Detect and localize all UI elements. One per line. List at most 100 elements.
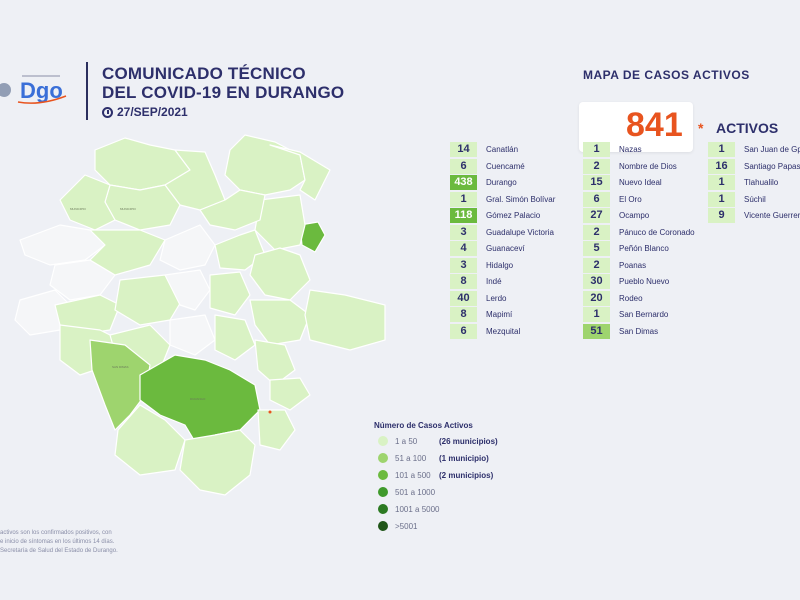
- svg-text:MUNICIPIO: MUNICIPIO: [120, 207, 137, 211]
- municipality-pueblo-nuevo: [114, 404, 186, 476]
- case-count: 30: [583, 274, 610, 289]
- report-date: 27/SEP/2021: [102, 105, 188, 119]
- table-row: 2 Poanas: [583, 257, 647, 273]
- municipality-name: Nazas: [619, 145, 642, 154]
- legend-swatch: [378, 436, 388, 446]
- case-count: 4: [450, 241, 477, 256]
- legend-swatch: [378, 453, 388, 463]
- municipality-penon-blanco: [209, 271, 251, 316]
- municipality-nuevo-ideal: [164, 269, 211, 311]
- legend-swatch: [378, 504, 388, 514]
- footnote-line-1: activos son los confirmados positivos, c…: [0, 530, 112, 536]
- legend-count: (26 municipios): [439, 436, 498, 446]
- table-row: 15 Nuevo Ideal: [583, 175, 662, 190]
- legend-count: (1 municipio): [439, 453, 489, 463]
- table-row: 16 Santiago Papasq: [708, 158, 800, 174]
- municipality-name: Tlahualilo: [744, 178, 779, 187]
- legend-swatch: [378, 487, 388, 497]
- legend-item: 1001 a 5000: [378, 504, 440, 514]
- municipality-poanas: [269, 377, 311, 411]
- title-line-1: COMUNICADO TÉCNICO: [102, 64, 306, 83]
- municipality-gomez-palacio: [299, 221, 326, 253]
- table-row: 1 Gral. Simón Bolívar: [450, 191, 555, 207]
- legend-item: >5001: [378, 521, 435, 531]
- case-count: 1: [708, 191, 735, 207]
- table-row: 9 Vicente Guerrero: [708, 208, 800, 223]
- municipality-name: San Juan de Gpe: [744, 145, 800, 154]
- municipality-guanacevi: [19, 224, 106, 266]
- svg-text:DURANGO: DURANGO: [190, 397, 206, 401]
- municipality-santa-clara: [249, 299, 311, 346]
- case-count: 1: [708, 142, 735, 157]
- municipality-name: Poanas: [619, 260, 647, 270]
- case-count: 1: [450, 191, 477, 207]
- table-row: 27 Ocampo: [583, 208, 649, 223]
- municipality-name: Durango: [486, 178, 517, 187]
- municipality-nombre-de-dios: [257, 409, 296, 451]
- case-count: 3: [450, 224, 477, 240]
- table-row: 51 San Dimas: [583, 323, 658, 339]
- legend-item: 51 a 100 (1 municipio): [378, 453, 489, 463]
- municipality-name: Gómez Palacio: [486, 211, 541, 220]
- legend-range: 1 a 50: [395, 436, 418, 446]
- municipality-name: Mezquital: [486, 326, 521, 336]
- municipality-santiago: [89, 229, 166, 276]
- municipality-inde: [104, 184, 181, 231]
- municipality-name: Hidalgo: [486, 260, 514, 270]
- municipality-mezquital: [179, 429, 256, 496]
- case-count: 40: [450, 290, 477, 306]
- table-row: 1 Nazas: [583, 142, 642, 157]
- durango-map: MUNICIPIO MUNICIPIO DURANGO SAN DIMAS: [14, 134, 386, 496]
- title-line-2: DEL COVID-19 EN DURANGO: [102, 83, 345, 102]
- total-active-cases: 841: [626, 106, 683, 144]
- municipality-name: Rodeo: [619, 293, 643, 303]
- map-title: MAPA DE CASOS ACTIVOS: [583, 68, 750, 82]
- asterisk-icon: *: [698, 120, 704, 136]
- table-row: 438 Durango: [450, 175, 517, 190]
- case-count: 6: [450, 323, 477, 339]
- logo-divider: [86, 62, 88, 120]
- legend-range: 1001 a 5000: [395, 504, 440, 514]
- case-count: 1: [583, 307, 610, 322]
- municipality-name: Lerdo: [486, 293, 507, 303]
- table-row: 40 Lerdo: [450, 290, 507, 306]
- case-count: 1: [708, 175, 735, 190]
- case-count: 2: [583, 257, 610, 273]
- municipality-name: Guanaceví: [486, 244, 525, 253]
- case-count: 8: [450, 274, 477, 289]
- case-count: 20: [583, 290, 610, 306]
- municipality-san-dimas: [89, 339, 151, 431]
- case-count: 6: [583, 191, 610, 207]
- municipality-name: Pánuco de Coronado: [619, 227, 695, 237]
- legend-swatch: [378, 521, 388, 531]
- municipality-coneto: [169, 314, 216, 356]
- legend-item: 101 a 500 (2 municipios): [378, 470, 493, 480]
- legend-count: (2 municipios): [439, 470, 494, 480]
- table-row: 118 Gómez Palacio: [450, 208, 540, 223]
- municipality-name: Mapimí: [486, 310, 513, 319]
- municipality-simon-bolivar: [304, 289, 386, 351]
- legend-range: 51 a 100: [395, 453, 427, 463]
- municipality-name: Nombre de Dios: [619, 161, 677, 171]
- municipality-name: Nuevo Ideal: [619, 178, 662, 187]
- legend-range: 101 a 500: [395, 470, 431, 480]
- case-count: 8: [450, 307, 477, 322]
- table-row: 2 Nombre de Dios: [583, 158, 677, 174]
- clock-icon: [102, 106, 113, 118]
- durango-logo: Dgo: [0, 75, 67, 104]
- page-title: COMUNICADO TÉCNICO DEL COVID-19 EN DURAN…: [102, 64, 344, 102]
- municipality-cuencame: [249, 247, 311, 301]
- case-count: 14: [450, 142, 477, 157]
- case-count: 438: [450, 175, 477, 190]
- table-row: 6 Cuencamé: [450, 158, 525, 174]
- table-row: 8 Mapimí: [450, 307, 512, 322]
- case-count: 2: [583, 158, 610, 174]
- legend-item: 501 a 1000: [378, 487, 435, 497]
- date-text: 27/SEP/2021: [117, 105, 188, 119]
- municipality-guadalupe-victoria: [254, 339, 296, 386]
- municipality-name: San Bernardo: [619, 310, 669, 319]
- municipality-name: Vicente Guerrero: [744, 211, 800, 220]
- case-count: 1: [583, 142, 610, 157]
- table-row: 4 Guanaceví: [450, 241, 525, 256]
- case-count: 118: [450, 208, 477, 223]
